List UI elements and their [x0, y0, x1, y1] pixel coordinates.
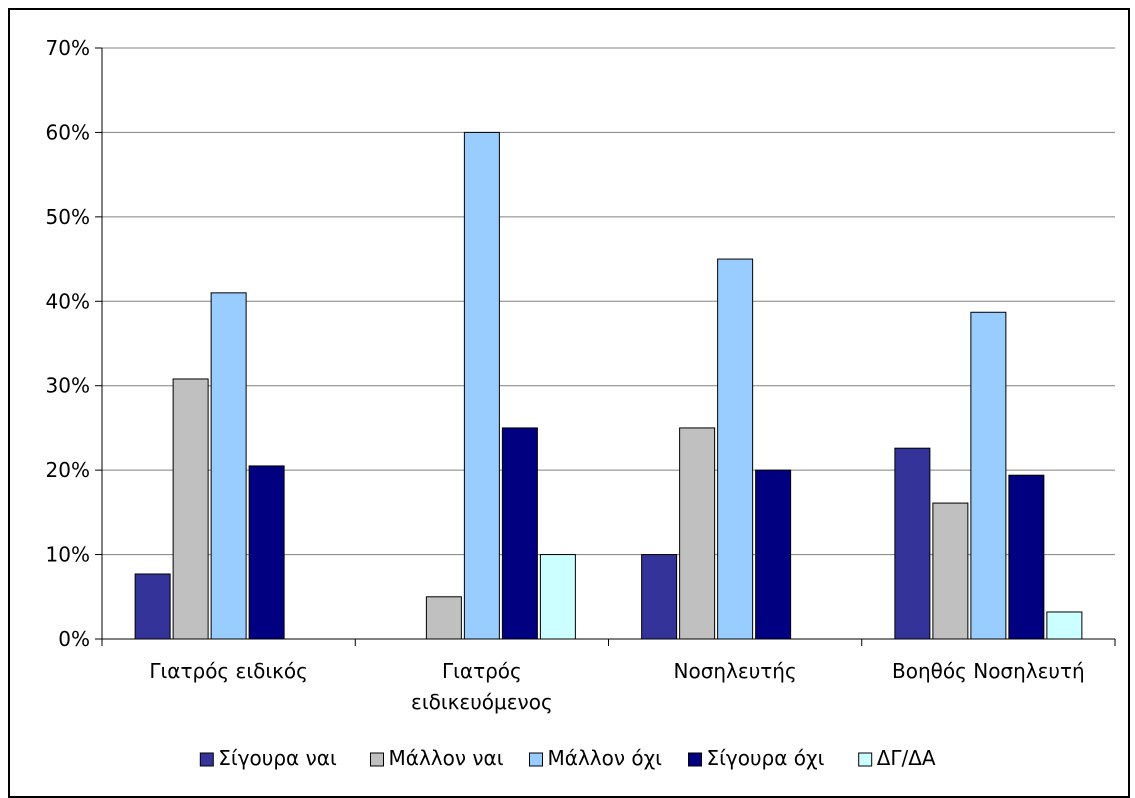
- legend-swatch: [199, 752, 214, 767]
- bar: [755, 469, 792, 640]
- x-category-label: Γιατρός ειδικός: [149, 659, 308, 683]
- bar: [248, 465, 285, 640]
- legend-item-label: Σίγουρα όχι: [707, 746, 825, 770]
- y-tick-label: 10%: [46, 543, 90, 567]
- legend-item-label: Μάλλον όχι: [548, 746, 663, 770]
- bar: [210, 292, 247, 640]
- y-tick-label: 70%: [46, 36, 90, 60]
- bar: [932, 502, 969, 640]
- axis-labels: 0% 10% 20% 30% 40% 50% 60% 70% Γιατρός ειδικός Γι…: [46, 36, 1085, 714]
- legend-item-label: Σίγουρα ναι: [218, 746, 337, 770]
- x-category-label: Γιατρός: [442, 659, 522, 683]
- legend-swatch: [529, 752, 543, 767]
- bar: [425, 596, 462, 640]
- bar: [539, 554, 576, 640]
- bar: [641, 554, 678, 640]
- x-category-label: Βοηθός Νοσηλευτή: [892, 659, 1085, 683]
- legend-swatch: [370, 752, 384, 767]
- y-tick-label: 50%: [46, 205, 90, 229]
- bar: [894, 447, 931, 640]
- bar: [1008, 474, 1045, 640]
- y-tick-label: 0%: [58, 627, 90, 651]
- bar: [1046, 611, 1083, 640]
- bar: [717, 258, 754, 640]
- legend-item-label: Μάλλον ναι: [389, 746, 504, 770]
- x-category-label: ειδικευόμενος: [411, 690, 553, 714]
- x-category-label: Νοσηλευτής: [674, 659, 797, 683]
- y-tick-label: 30%: [46, 374, 90, 398]
- y-tick-label: 60%: [46, 120, 90, 144]
- bar: [463, 131, 500, 640]
- legend: Σίγουρα ναι Μάλλον ναι Μάλλον όχι Σίγουρα ό…: [199, 746, 936, 770]
- legend-swatch: [858, 752, 873, 767]
- legend-swatch: [688, 752, 702, 767]
- bar: [501, 427, 538, 640]
- y-tick-label: 20%: [46, 458, 90, 482]
- bars: [134, 131, 1083, 640]
- bar: [970, 311, 1007, 640]
- bar: [172, 378, 209, 640]
- y-tick-label: 40%: [46, 289, 90, 313]
- bar: [134, 573, 171, 640]
- bar: [679, 427, 716, 640]
- legend-item-label: ΔΓ/ΔΑ: [877, 746, 936, 770]
